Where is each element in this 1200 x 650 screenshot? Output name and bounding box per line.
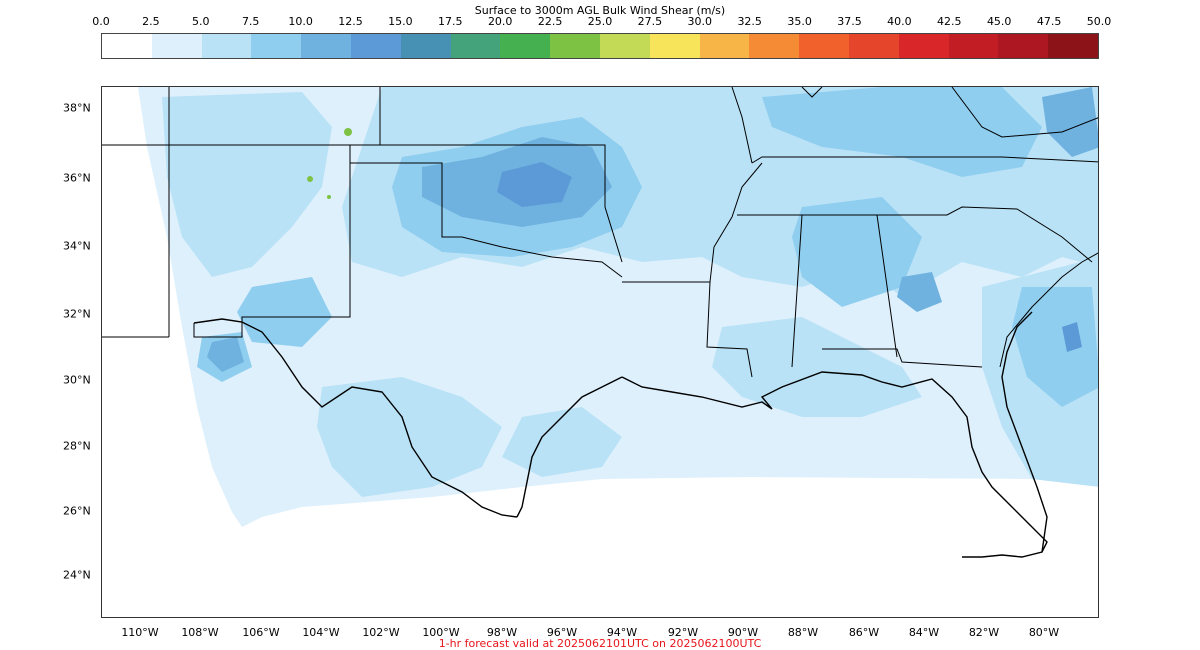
longitude-label: 106°W <box>242 626 280 639</box>
colorbar-segment <box>848 34 899 58</box>
shear-region-darker <box>207 337 244 372</box>
colorbar-tick-label: 47.5 <box>1036 15 1062 28</box>
longitude-label: 92°W <box>667 626 699 639</box>
longitude-label: 100°W <box>422 626 460 639</box>
latitude-label: 28°N <box>63 439 91 453</box>
map-svg <box>102 87 1098 558</box>
shear-region-light <box>712 317 922 417</box>
colorbar-tick-label: 22.5 <box>537 15 563 28</box>
latitude-label: 30°N <box>63 373 91 387</box>
latitude-label: 26°N <box>63 504 91 518</box>
colorbar-tick-label: 27.5 <box>637 15 663 28</box>
colorbar-tick-label: 50.0 <box>1086 15 1112 28</box>
shear-region-light <box>317 377 502 497</box>
latitude-label: 36°N <box>63 171 91 185</box>
colorbar-segment <box>301 34 351 58</box>
colorbar-tick-label: 12.5 <box>338 15 363 28</box>
longitude-label: 108°W <box>181 626 219 639</box>
colorbar-segment <box>998 34 1049 58</box>
shear-region-darker <box>1042 87 1098 157</box>
shear-region-medium <box>237 277 332 347</box>
longitude-label: 80°W <box>1028 626 1060 639</box>
longitude-label: 96°W <box>546 626 578 639</box>
colorbar-segment <box>948 34 999 58</box>
shear-maximum <box>307 176 313 182</box>
colorbar-tick-label: 15.0 <box>388 15 413 28</box>
colorbar-tick-label: 32.5 <box>737 15 762 28</box>
colorbar-tick-label: 0.0 <box>92 15 110 28</box>
colorbar-tick-label: 20.0 <box>487 15 513 28</box>
colorbar-tick-label: 7.5 <box>241 15 260 28</box>
colorbar-tick-label: 17.5 <box>438 15 463 28</box>
shear-region-darker <box>897 272 942 312</box>
colorbar-tick-label: 37.5 <box>837 15 862 28</box>
colorbar-tick-label: 5.0 <box>192 15 210 28</box>
colorbar-segment <box>898 34 949 58</box>
colorbar-segment <box>749 34 800 58</box>
longitude-label: 88°W <box>787 626 819 639</box>
colorbar-tick-label: 2.5 <box>142 15 160 28</box>
longitude-label: 110°W <box>121 626 159 639</box>
longitude-label: 84°W <box>908 626 940 639</box>
shear-maximum <box>344 128 352 136</box>
colorbar-segment <box>699 34 750 58</box>
longitude-label: 94°W <box>606 626 638 639</box>
coastline <box>193 311 1048 558</box>
colorbar-tick-label: 10.0 <box>288 15 313 28</box>
colorbar-segment <box>500 34 551 58</box>
longitude-label: 90°W <box>727 626 759 639</box>
colorbar-tick-label: 25.0 <box>587 15 613 28</box>
shear-maximum <box>327 195 331 199</box>
latitude-label: 32°N <box>63 307 91 321</box>
shear-region-dark <box>497 162 572 207</box>
colorbar-segment <box>1048 34 1098 58</box>
colorbar-segment <box>251 34 302 58</box>
colorbar-segment <box>550 34 600 58</box>
colorbar-tick-label: 35.0 <box>787 15 812 28</box>
longitude-label: 86°W <box>848 626 880 639</box>
colorbar-segment <box>350 34 401 58</box>
longitude-label: 104°W <box>302 626 340 639</box>
colorbar-tick-label: 40.0 <box>887 15 912 28</box>
shear-region-dark <box>1062 322 1082 352</box>
colorbar-tick-labels: 0.0 2.5 5.0 7.5 10.0 12.5 15.0 17.5 20.0 22.5 25.0… <box>92 15 1111 33</box>
longitude-label: 98°W <box>486 626 518 639</box>
shear-region-medium <box>762 87 1042 177</box>
colorbar-segment <box>599 34 650 58</box>
colorbar-segment <box>799 34 849 58</box>
colorbar-segment <box>201 34 252 58</box>
colorbar <box>101 33 1099 59</box>
longitude-label: 82°W <box>968 626 1000 639</box>
shear-region-medium <box>792 197 922 307</box>
forecast-valid-text: 1-hr forecast valid at 2025062101UTC on … <box>438 637 762 650</box>
colorbar-tick-label: 42.5 <box>937 15 962 28</box>
shear-region-light <box>162 92 332 277</box>
colorbar-tick-label: 30.0 <box>687 15 713 28</box>
colorbar-segment <box>151 34 202 58</box>
latitude-label: 24°N <box>63 568 91 582</box>
colorbar-segment <box>649 34 700 58</box>
colorbar-segment <box>400 34 451 58</box>
latitude-label: 34°N <box>63 239 91 253</box>
latitude-label: 38°N <box>63 101 91 115</box>
colorbar-segment <box>450 34 501 58</box>
colorbar-tick-label: 45.0 <box>986 15 1012 28</box>
colorbar-segment <box>102 34 152 58</box>
colorbar-title: Surface to 3000m AGL Bulk Wind Shear (m/… <box>474 4 726 17</box>
shear-region-medium <box>1012 287 1098 407</box>
map-frame <box>101 86 1099 618</box>
longitude-label: 102°W <box>362 626 400 639</box>
state-boundaries <box>102 87 1098 378</box>
